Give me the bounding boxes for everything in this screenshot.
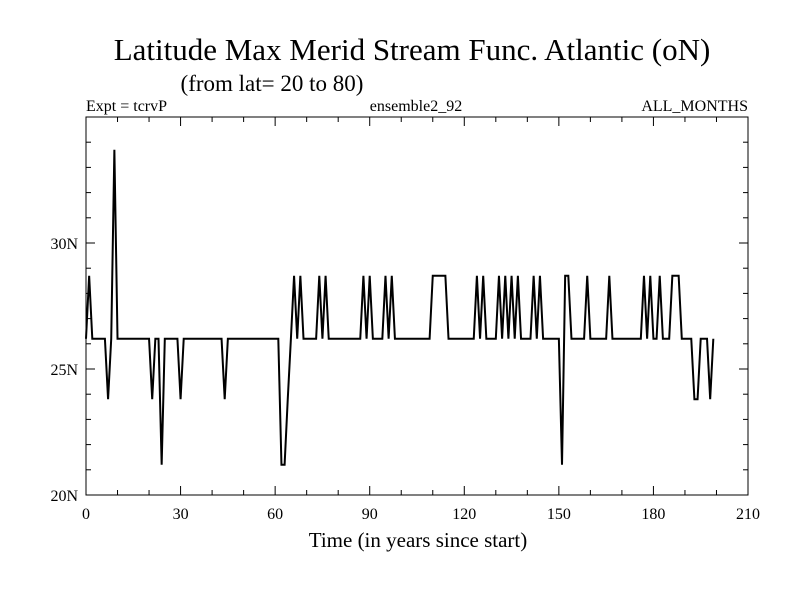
expt-label: Expt = tcrvP xyxy=(86,98,167,115)
series-layer xyxy=(85,149,715,466)
x-tick-label: 120 xyxy=(452,506,476,523)
axis-ticks xyxy=(85,116,749,496)
ensemble-label: ensemble2_92 xyxy=(370,98,462,115)
x-tick-label: 30 xyxy=(173,506,189,523)
chart-subtitle: (from lat= 20 to 80) xyxy=(181,71,364,96)
series-line xyxy=(85,149,715,466)
months-label: ALL_MONTHS xyxy=(641,98,748,115)
y-tick-label: 20N xyxy=(50,488,78,505)
x-tick-label: 210 xyxy=(736,506,760,523)
x-tick-label: 150 xyxy=(547,506,571,523)
x-tick-label: 180 xyxy=(641,506,665,523)
plot-frame xyxy=(85,116,749,496)
x-tick-label: 0 xyxy=(82,506,90,523)
x-tick-label: 60 xyxy=(267,506,283,523)
y-tick-label: 30N xyxy=(50,236,78,253)
y-tick-label: 25N xyxy=(50,362,78,379)
chart-title: Latitude Max Merid Stream Func. Atlantic… xyxy=(114,32,711,67)
x-tick-label: 90 xyxy=(362,506,378,523)
axis-tick-labels: 0 30 60 90 120 150 180 210 20N 25N 30N xyxy=(50,236,760,523)
x-axis-label: Time (in years since start) xyxy=(309,528,528,552)
